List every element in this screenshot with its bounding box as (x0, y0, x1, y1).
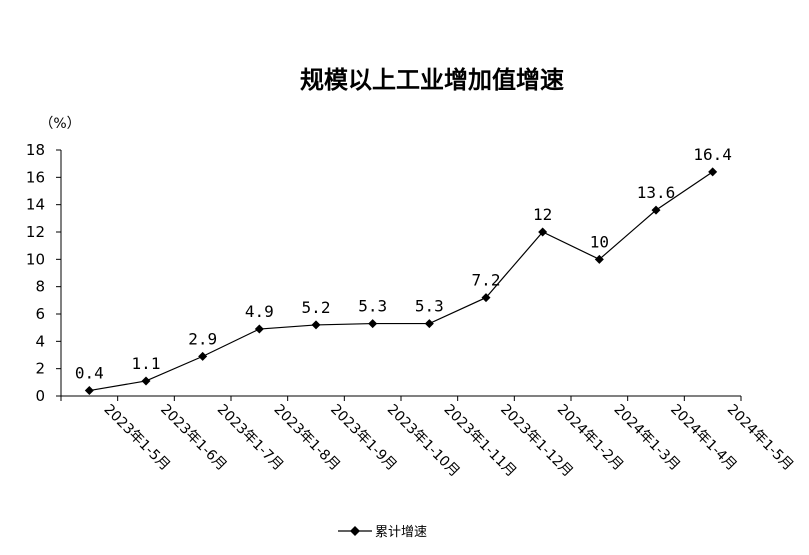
legend: 累计增速 (338, 525, 427, 540)
y-tick-label: 8 (35, 278, 45, 296)
data-point-marker (198, 351, 208, 361)
data-label: 5.3 (358, 297, 387, 316)
data-point-marker (538, 227, 548, 237)
x-axis-ticks: 2023年1-5月2023年1-6月2023年1-7月2023年1-8月2023… (60, 396, 796, 480)
y-tick-label: 6 (35, 305, 45, 323)
data-labels: 0.4 1.1 2.9 4.9 5.2 5.3 5.3 7.2 12 10 13.6 16.4 (75, 145, 732, 383)
legend-label: 累计增速 (375, 525, 427, 540)
y-tick-label: 10 (26, 250, 45, 268)
data-point-marker (141, 376, 151, 386)
data-label: 5.2 (302, 298, 331, 317)
data-point-marker (651, 205, 661, 215)
y-tick-label: 12 (26, 223, 45, 241)
y-tick-label: 0 (35, 387, 45, 405)
data-point-marker (481, 293, 491, 303)
data-point-marker (254, 324, 264, 334)
series-line-cumulative-growth (89, 171, 714, 392)
y-tick-label: 4 (35, 332, 45, 350)
data-label: 4.9 (245, 302, 274, 321)
data-label: 1.1 (132, 354, 161, 373)
data-point-marker (311, 320, 321, 330)
data-label: 16.4 (693, 145, 732, 164)
data-label: 7.2 (472, 271, 501, 290)
y-tick-label: 2 (35, 360, 45, 378)
data-label: 13.6 (637, 183, 676, 202)
data-label: 2.9 (188, 329, 217, 348)
data-label: 5.3 (415, 297, 444, 316)
data-label: 12 (533, 205, 552, 224)
data-point-marker (594, 254, 604, 264)
y-tick-label: 18 (26, 141, 45, 159)
data-point-marker (368, 319, 378, 329)
data-label: 10 (590, 232, 609, 251)
y-tick-label: 14 (26, 196, 45, 214)
data-point-marker (84, 386, 94, 396)
legend-diamond-marker (350, 526, 360, 536)
chart-title: 规模以上工业增加值增速 (300, 66, 564, 94)
data-point-marker (708, 167, 718, 177)
series-group (84, 167, 718, 396)
y-tick-label: 16 (26, 168, 45, 186)
y-axis-unit-label: （%） (39, 116, 80, 132)
data-label: 0.4 (75, 364, 104, 383)
data-point-marker (424, 319, 434, 329)
y-axis-ticks: 0 2 4 6 8 10 12 14 16 18 (26, 141, 61, 405)
